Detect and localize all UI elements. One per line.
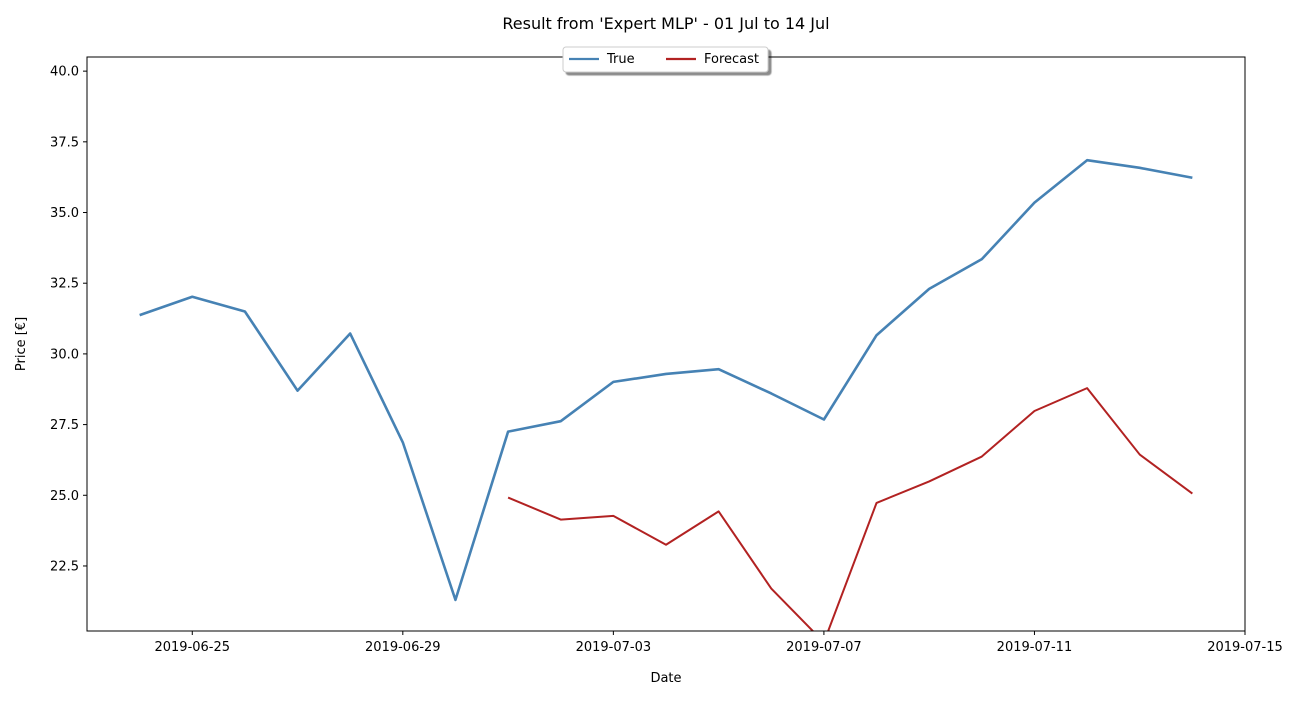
x-tick-label: 2019-07-03	[576, 640, 652, 655]
x-tick-label: 2019-06-25	[154, 640, 230, 655]
y-axis: 22.5 25.0 27.5 30.0 32.5 35.0 37.5 40.0	[50, 65, 87, 574]
x-tick-label: 2019-07-15	[1207, 640, 1283, 655]
chart-title: Result from 'Expert MLP' - 01 Jul to 14 …	[502, 14, 829, 33]
x-tick-label: 2019-07-07	[786, 640, 862, 655]
y-tick-label: 22.5	[50, 559, 79, 574]
y-tick-label: 40.0	[50, 65, 79, 80]
y-tick-label: 25.0	[50, 489, 79, 504]
series-layer	[139, 158, 1193, 631]
legend: True Forecast	[562, 46, 769, 73]
x-axis: 2019-06-25 2019-06-29 2019-07-03 2019-07-07…	[154, 631, 1283, 655]
x-tick-label: 2019-06-29	[365, 640, 441, 655]
y-tick-label: 27.5	[50, 418, 79, 433]
legend-label-true: True	[606, 52, 635, 67]
series-line-forecast	[507, 387, 1193, 631]
x-tick-label: 2019-07-11	[997, 640, 1073, 655]
series-line-true	[139, 158, 1193, 602]
y-tick-label: 32.5	[50, 277, 79, 292]
y-tick-label: 35.0	[50, 206, 79, 221]
x-axis-label: Date	[650, 671, 681, 686]
y-axis-label: Price [€]	[14, 317, 29, 371]
legend-box	[562, 46, 769, 73]
y-tick-label: 37.5	[50, 135, 79, 150]
y-tick-label: 30.0	[50, 347, 79, 362]
legend-label-forecast: Forecast	[704, 52, 759, 67]
